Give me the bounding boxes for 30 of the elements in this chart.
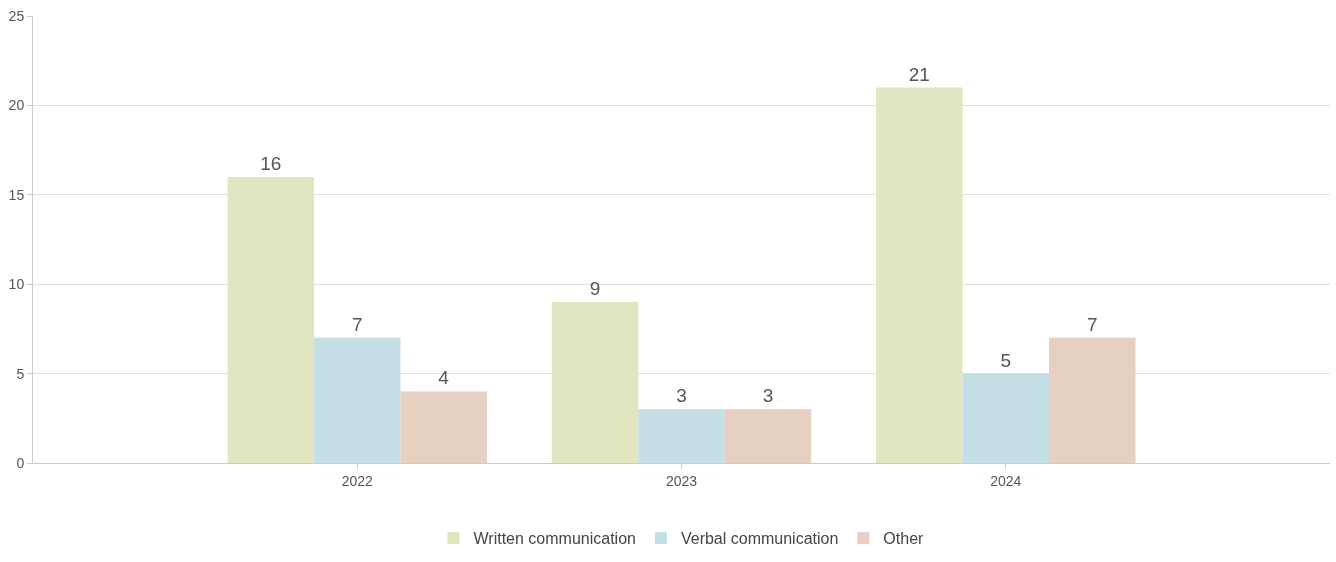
bar [638,409,725,463]
data-label: 9 [589,278,601,300]
legend-label: Written communication [473,530,636,548]
y-tick-label: 20 [8,97,25,114]
data-label: 21 [908,63,930,85]
data-label: 3 [676,385,687,407]
bar [962,373,1049,463]
data-label: 7 [1086,313,1098,335]
bar [314,337,401,463]
bar [724,409,812,463]
x-tick-label: 2022 [341,472,374,489]
data-label: 7 [351,313,363,335]
bar [1048,337,1136,463]
y-tick-label: 0 [16,454,25,471]
x-tick-label: 2023 [665,472,698,489]
y-tick-label: 25 [8,7,25,24]
y-tick-label: 15 [8,186,25,203]
legend-label: Other [883,530,925,548]
data-label: 5 [1000,349,1012,371]
data-label: 16 [260,152,282,174]
data-label: 3 [762,385,774,407]
bar [227,176,315,463]
legend-label: Verbal communication [680,530,839,548]
y-tick-label: 5 [16,365,25,382]
bar [400,391,487,463]
data-label: 4 [438,367,450,389]
bar [876,87,963,463]
y-tick-label: 10 [8,276,25,293]
bar [551,302,639,463]
x-tick-label: 2024 [990,472,1022,489]
